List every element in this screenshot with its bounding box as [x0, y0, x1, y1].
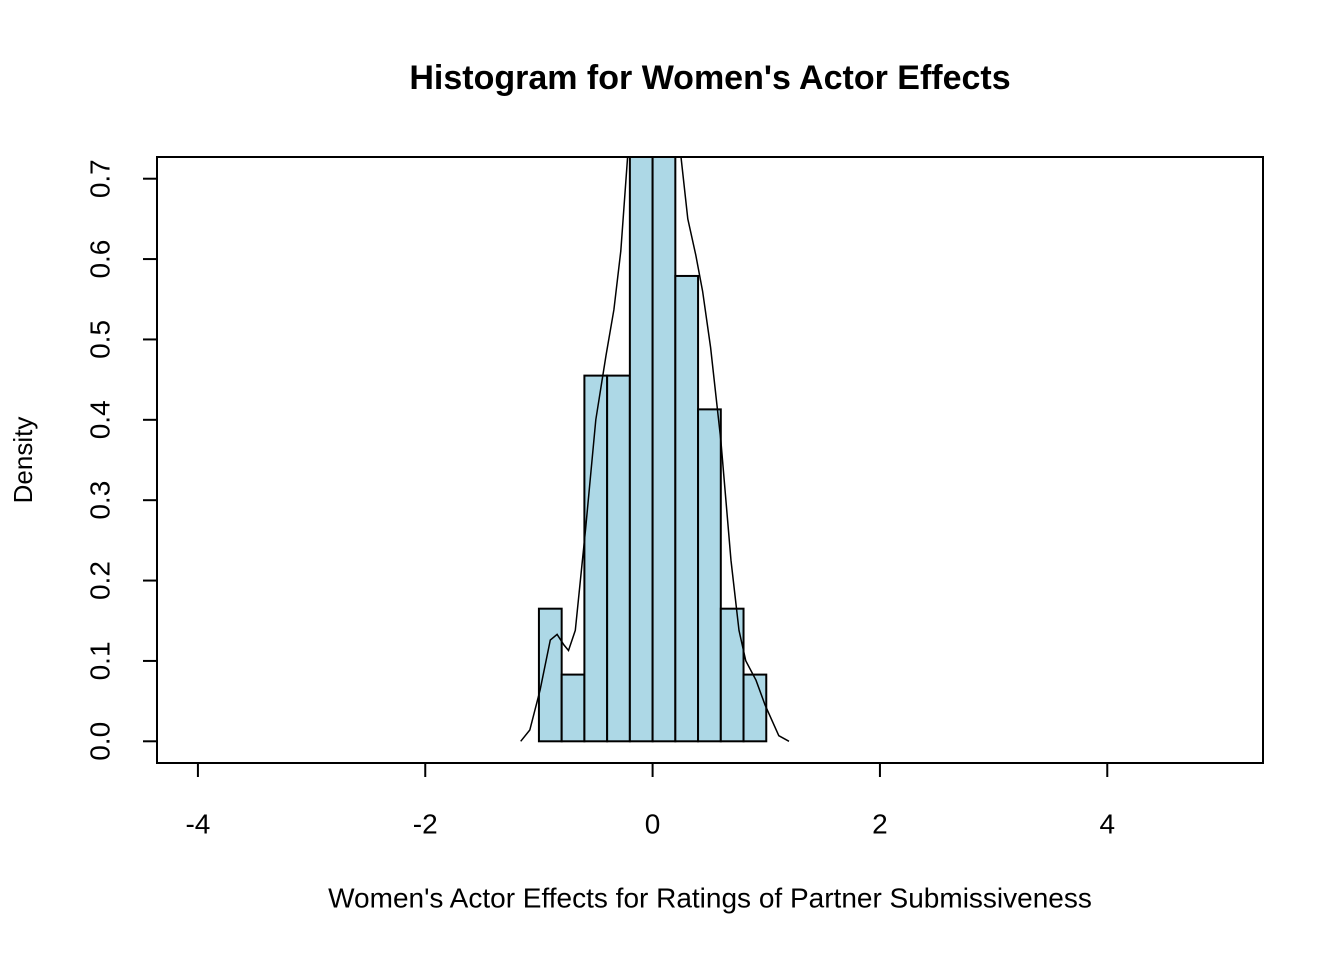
y-tick-label: 0.0	[84, 722, 115, 761]
y-axis-label: Density	[8, 417, 38, 504]
bar	[697, 408, 722, 743]
bar	[583, 374, 609, 743]
x-tick-label: 0	[645, 808, 661, 839]
bar	[537, 607, 563, 743]
y-tick-label: 0.4	[84, 400, 115, 439]
x-tick-label: -2	[413, 808, 438, 839]
density-curve	[520, 157, 790, 742]
y-tick-label: 0.1	[84, 641, 115, 680]
bar	[719, 607, 745, 743]
x-tick-label: 2	[872, 808, 888, 839]
y-tick-label: 0.3	[84, 481, 115, 520]
x-axis-label: Women's Actor Effects for Ratings of Par…	[328, 882, 1092, 913]
y-tick-label: 0.2	[84, 561, 115, 600]
plot-area	[520, 157, 790, 743]
y-tick-label: 0.6	[84, 240, 115, 279]
chart-title: Histogram for Women's Actor Effects	[409, 59, 1010, 97]
bar	[742, 673, 768, 743]
bar	[674, 274, 700, 743]
x-tick-label: -4	[185, 808, 210, 839]
bar	[606, 374, 631, 743]
y-tick-label: 0.5	[84, 320, 115, 359]
bar	[628, 157, 654, 743]
bar	[560, 673, 586, 743]
y-tick-label: 0.7	[84, 159, 115, 198]
bar	[651, 157, 677, 743]
x-tick-label: 4	[1099, 808, 1115, 839]
